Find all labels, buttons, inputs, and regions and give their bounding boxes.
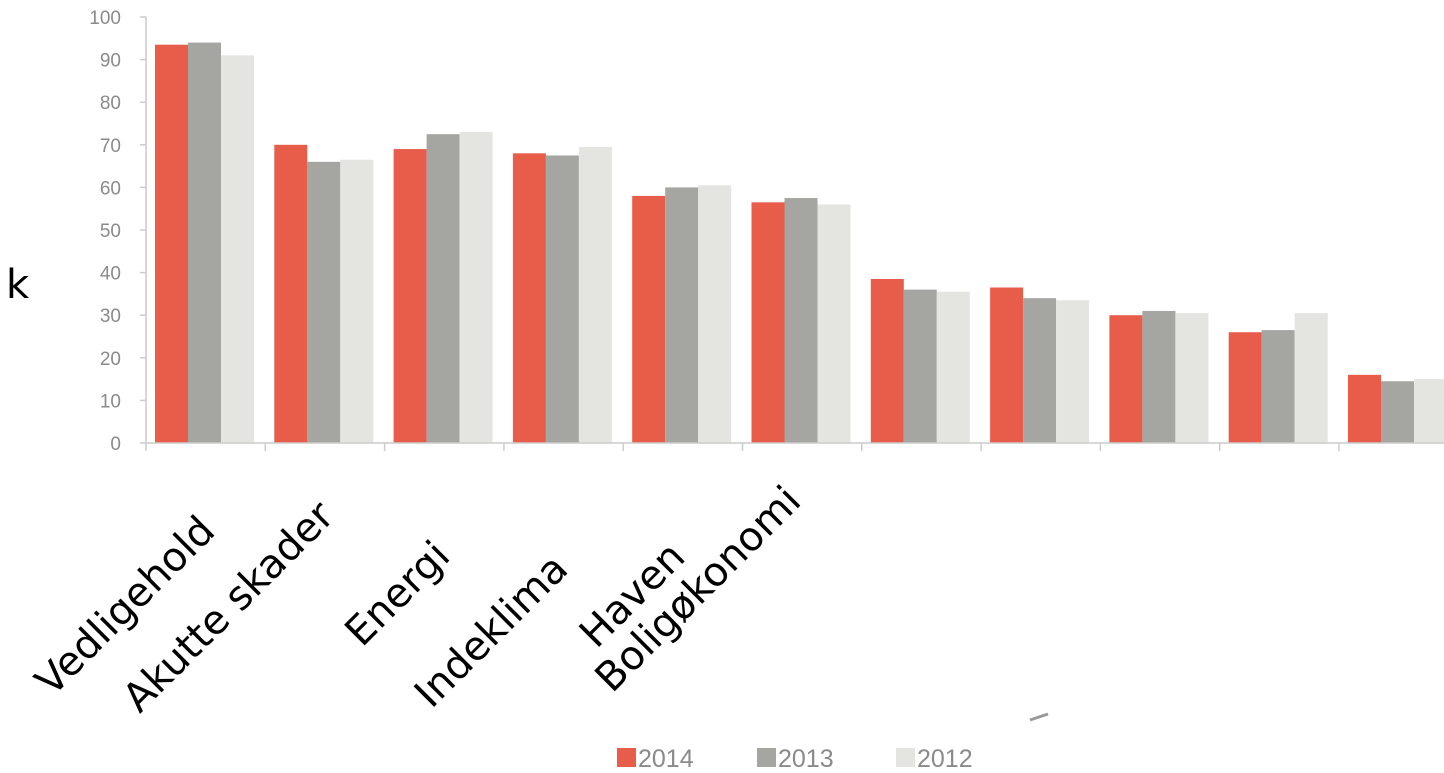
bar-2012 [817,204,851,443]
y-tick-label: 70 [100,136,121,157]
y-tick-label: 20 [100,349,121,370]
stray-text: k [6,262,30,308]
y-axis: 0 10 20 30 40 50 60 70 80 90 100 [89,8,147,455]
bars [155,42,1444,444]
category-label: Energi [336,533,459,656]
bar-2014 [1228,332,1262,443]
y-tick-label: 80 [100,93,121,114]
legend-label: 2013 [778,745,834,773]
bar-2012 [459,132,493,443]
bar-2013 [1023,298,1057,443]
bar-2013 [665,187,699,443]
bar-2012 [340,159,374,443]
bar-2012 [698,185,732,443]
bar-2012 [1056,300,1090,443]
y-tick-label: 60 [100,178,121,199]
bar-2014 [1348,374,1381,443]
bar-2014 [632,195,666,443]
bar-2013 [426,134,460,443]
bar-2013 [545,155,579,443]
bar-2014 [512,153,546,443]
bar-2012 [1294,313,1328,443]
y-tick-label: 30 [100,306,121,327]
bar-2014 [274,144,308,444]
bar-2012 [578,146,612,443]
y-tick-label: 90 [100,51,121,72]
bar-2013 [1261,330,1295,443]
legend-swatch [757,748,776,767]
bar-2012 [936,291,970,443]
y-tick-label: 0 [110,434,121,455]
bar-2012 [221,55,254,444]
bar-2013 [307,161,341,443]
legend-label: 2012 [917,745,973,773]
bar-2014 [155,44,188,443]
bar-2014 [870,278,904,443]
legend: 2014 2013 2012 [617,745,973,773]
y-tick-label: 100 [89,8,121,29]
bar-2013 [188,42,221,444]
y-tick-label: 50 [100,221,121,242]
bar-2014 [393,149,427,443]
y-tick-label: 10 [100,391,121,412]
legend-swatch [617,748,636,767]
bar-2013 [1142,310,1176,443]
x-axis [145,442,1444,451]
bar-2013 [784,198,818,443]
bar-2013 [903,289,937,443]
stray-mark [1029,712,1049,722]
legend-swatch [896,748,915,767]
y-tick-label: 40 [100,264,121,285]
bar-2012 [1414,379,1444,443]
category-label: Vedligehold [27,508,224,705]
bar-2014 [1109,315,1143,443]
bar-2014 [990,287,1024,443]
bar-2013 [1381,381,1414,443]
bar-2014 [751,202,785,443]
legend-label: 2014 [638,745,694,773]
bar-2012 [1175,313,1209,443]
